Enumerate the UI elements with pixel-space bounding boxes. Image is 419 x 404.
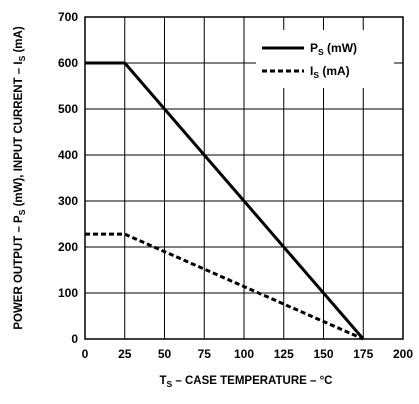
y-tick-label-2: 200 xyxy=(58,240,78,254)
y-axis-title: POWER OUTPUT – PS (mW), INPUT CURRENT – … xyxy=(13,26,27,330)
y-tick-label-1: 100 xyxy=(58,286,78,300)
x-tick-label-4: 100 xyxy=(234,347,254,361)
x-tick-label-5: 125 xyxy=(274,347,294,361)
y-tick-label-7: 700 xyxy=(58,10,78,24)
series-line-1 xyxy=(85,232,364,341)
legend-background xyxy=(256,30,394,88)
y-tick-label-4: 400 xyxy=(58,148,78,162)
x-tick-labels: 0 25 50 75 100 125 150 175 200 xyxy=(82,347,414,361)
x-tick-label-7: 175 xyxy=(353,347,373,361)
x-tick-label-2: 50 xyxy=(158,347,172,361)
y-tick-label-3: 300 xyxy=(58,194,78,208)
x-tick-label-3: 75 xyxy=(198,347,212,361)
x-tick-label-1: 25 xyxy=(118,347,132,361)
x-tick-label-6: 150 xyxy=(313,347,333,361)
series-line-0 xyxy=(85,61,365,340)
legend-label-0: PS (mW) xyxy=(310,41,357,57)
x-tick-label-0: 0 xyxy=(82,347,89,361)
x-tick-label-8: 200 xyxy=(393,347,413,361)
legend-label-1: IS (mA) xyxy=(310,64,350,80)
y-tick-label-0: 0 xyxy=(71,332,78,346)
series-layer xyxy=(85,61,365,341)
plot-frame xyxy=(84,16,404,340)
x-axis-title: TS – CASE TEMPERATURE – °C xyxy=(159,375,332,389)
legend: PS (mW) IS (mA) xyxy=(256,30,394,88)
y-tick-labels: 0 100 200 300 400 500 600 700 xyxy=(58,10,78,346)
plot-border xyxy=(84,16,404,340)
y-tick-label-5: 500 xyxy=(58,102,78,116)
y-tick-label-6: 600 xyxy=(58,56,78,70)
